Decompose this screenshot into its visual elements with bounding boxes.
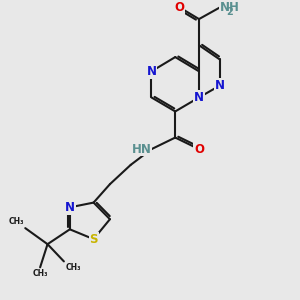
Text: CH₃: CH₃ [65, 263, 81, 272]
Text: N: N [215, 79, 225, 92]
Text: O: O [194, 142, 204, 156]
Text: O: O [175, 1, 185, 14]
Text: HN: HN [132, 142, 152, 156]
Text: N: N [146, 65, 157, 78]
Text: NH: NH [220, 1, 240, 14]
Text: N: N [194, 91, 204, 104]
Text: S: S [89, 232, 98, 246]
Text: N: N [65, 201, 75, 214]
Text: CH₃: CH₃ [8, 217, 24, 226]
Text: 2: 2 [226, 7, 233, 17]
Text: CH₃: CH₃ [32, 269, 48, 278]
